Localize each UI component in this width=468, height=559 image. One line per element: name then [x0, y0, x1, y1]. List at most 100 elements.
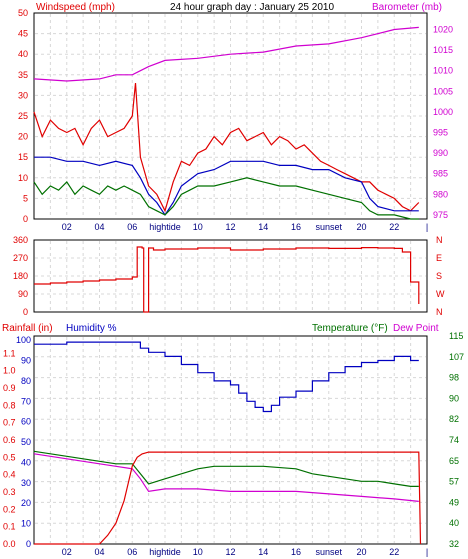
temperature-tick-label: 115	[449, 331, 463, 341]
windspeed-tick-label: 5	[23, 193, 28, 203]
rainfall-tick-label: 0.3	[3, 487, 16, 497]
humidity-tick-label: 10	[21, 519, 31, 529]
humidity-tick-label: 50	[21, 437, 31, 447]
temperature-tick-label: 40	[449, 518, 459, 528]
barometer-tick-label: 1015	[433, 45, 453, 55]
temp-panel-ticks: 0.0 0.1 0.2 0.3 0.4 0.5 0.6 0.7 0.8 0.9 1.0 1.1 0 10 2…	[3, 331, 464, 557]
direction-degree-tick-label: 0	[23, 307, 28, 317]
wind-panel-grid	[35, 14, 426, 218]
temperature-tick-label: 57	[449, 477, 459, 487]
x-tick-label: hightide	[149, 547, 181, 557]
direction-compass-tick-label: S	[436, 271, 442, 281]
x-tick-label: hightide	[149, 222, 181, 232]
direction-degree-tick-label: 180	[13, 271, 28, 281]
x-tick-label: 04	[94, 547, 104, 557]
x-tick-label: 06	[127, 547, 137, 557]
x-tick-label: 16	[291, 222, 301, 232]
windspeed-tick-label: 35	[18, 70, 28, 80]
humidity-tick-label: 60	[21, 417, 31, 427]
x-tick-label: |	[426, 222, 428, 232]
barometer-tick-label: 995	[433, 127, 448, 137]
rainfall-tick-label: 0.9	[3, 383, 16, 393]
x-tick-label: 20	[356, 547, 366, 557]
humidity-tick-label: 100	[16, 335, 31, 345]
wind-panel-series	[33, 26, 420, 220]
temperature-tick-label: 82	[449, 414, 459, 424]
direction-degree-tick-label: 270	[13, 253, 28, 263]
windspeed-tick-label: 10	[18, 173, 28, 183]
barometer-tick-label: 1010	[433, 66, 453, 76]
temperature-tick-label: 107	[449, 352, 464, 362]
rainfall-tick-label: 0.1	[3, 522, 16, 532]
direction-compass-tick-label: W	[436, 289, 445, 299]
barometer-axis-label: Barometer (mb)	[372, 2, 442, 13]
x-tick-label: 20	[356, 222, 366, 232]
wind-series-line	[33, 177, 419, 220]
x-tick-label: 22	[389, 547, 399, 557]
x-tick-label: 06	[127, 222, 137, 232]
x-tick-label: 14	[258, 547, 268, 557]
temperature-tick-label: 90	[449, 393, 459, 403]
temperature-tick-label: 74	[449, 435, 459, 445]
windspeed-tick-label: 25	[18, 111, 28, 121]
rainfall-tick-label: 0.4	[3, 470, 16, 480]
barometer-tick-label: 975	[433, 210, 448, 220]
humidity-tick-label: 90	[21, 355, 31, 365]
barometer-tick-label: 1005	[433, 86, 453, 96]
humidity-tick-label: 80	[21, 376, 31, 386]
windspeed-tick-label: 40	[18, 49, 28, 59]
rainfall-tick-label: 0.0	[3, 539, 16, 549]
dewpoint-series-line	[33, 453, 419, 502]
temperature-tick-label: 49	[449, 497, 459, 507]
humidity-series-line	[34, 341, 419, 413]
rainfall-tick-label: 0.2	[3, 504, 16, 514]
humidity-tick-label: 20	[21, 498, 31, 508]
barometer-tick-label: 1020	[433, 24, 453, 34]
rainfall-series-line	[34, 451, 422, 545]
barometer-series-line	[33, 26, 419, 82]
rainfall-tick-label: 0.5	[3, 452, 16, 462]
humidity-tick-label: 30	[21, 478, 31, 488]
x-tick-label: 10	[193, 222, 203, 232]
temperature-series-line	[33, 450, 419, 487]
x-tick-label: 04	[94, 222, 104, 232]
temp-panel-series	[33, 341, 422, 545]
humidity-axis-label: Humidity %	[66, 323, 117, 334]
windspeed-tick-label: 0	[23, 214, 28, 224]
windspeed-tick-label: 50	[18, 8, 28, 18]
x-tick-label: 10	[193, 547, 203, 557]
direction-compass-tick-label: N	[436, 307, 443, 317]
direction-panel-grid	[35, 241, 426, 311]
x-tick-label: sunset	[315, 547, 342, 557]
direction-panel-series	[34, 246, 420, 313]
avg-series-line	[34, 156, 419, 216]
direction-degree-tick-label: 360	[13, 235, 28, 245]
rainfall-axis-label: Rainfall (in)	[2, 323, 53, 334]
temperature-axis-label: Temperature (°F)	[312, 323, 388, 334]
windspeed-tick-label: 30	[18, 90, 28, 100]
windspeed-tick-label: 15	[18, 152, 28, 162]
dewpoint-axis-label: Dew Point	[393, 323, 439, 334]
windspeed-tick-label: 20	[18, 132, 28, 142]
gust-series-line	[33, 82, 420, 213]
wind-panel-ticks: 0510152025303540455097598098599099510001…	[18, 8, 453, 232]
x-tick-label: 12	[225, 547, 235, 557]
humidity-tick-label: 40	[21, 457, 31, 467]
direction-compass-tick-label: N	[436, 235, 443, 245]
rainfall-tick-label: 0.6	[3, 435, 16, 445]
rainfall-tick-label: 1.0	[3, 366, 16, 376]
chart-title: 24 hour graph day : January 25 2010	[170, 2, 334, 13]
barometer-tick-label: 990	[433, 148, 448, 158]
x-tick-label: 14	[258, 222, 268, 232]
x-tick-label: 22	[389, 222, 399, 232]
x-tick-label: |	[426, 547, 428, 557]
direction-compass-tick-label: E	[436, 253, 442, 263]
barometer-tick-label: 1000	[433, 107, 453, 117]
direction-series-line	[34, 246, 420, 313]
rainfall-tick-label: 0.7	[3, 418, 16, 428]
rainfall-tick-label: 1.1	[3, 348, 16, 358]
x-tick-label: 16	[291, 547, 301, 557]
rainfall-tick-label: 0.8	[3, 400, 16, 410]
